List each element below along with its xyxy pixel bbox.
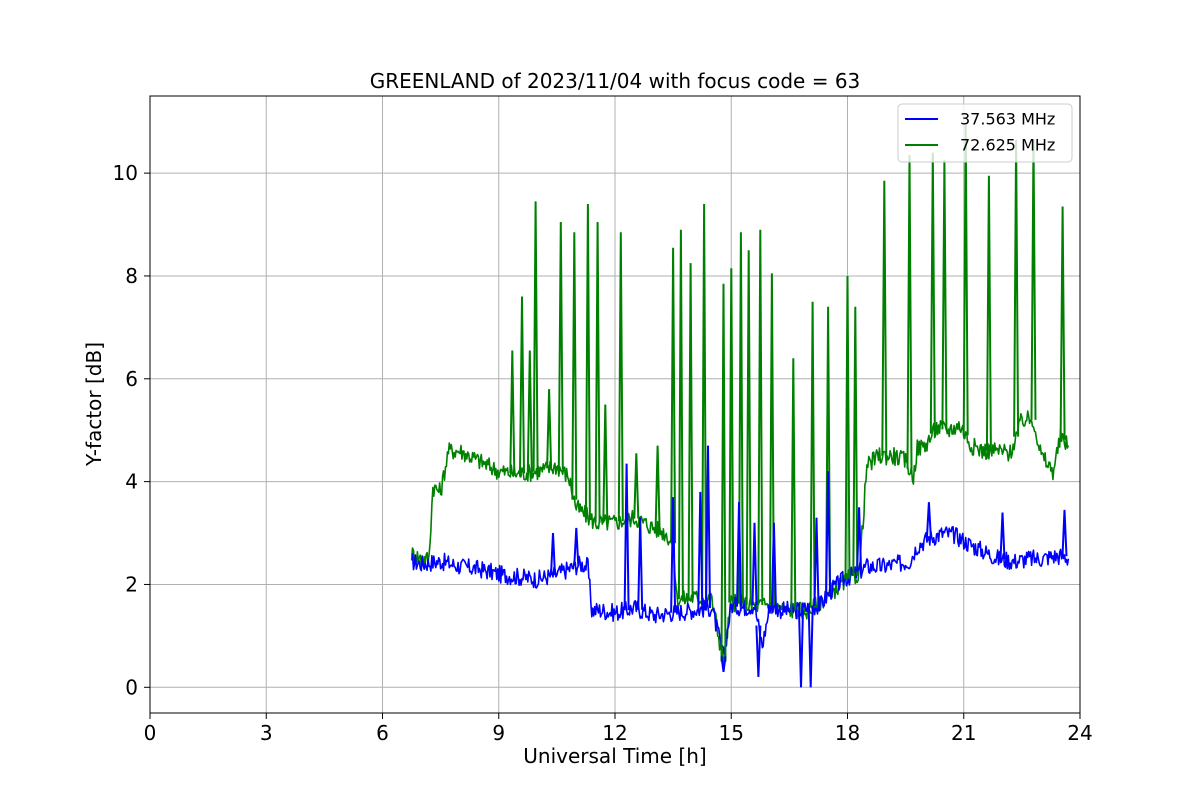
series-spike <box>720 283 727 662</box>
series-group <box>411 526 1070 656</box>
series-spike <box>519 296 525 474</box>
series-spike <box>757 229 764 606</box>
series-spike <box>670 247 677 544</box>
series-spike <box>825 471 832 595</box>
series-spike <box>807 607 814 688</box>
y-tick-label: 4 <box>125 470 138 494</box>
series-spike <box>654 445 661 530</box>
series-spike <box>705 445 711 609</box>
series-spike <box>925 502 932 539</box>
series-spike <box>509 350 516 474</box>
y-tick-label: 0 <box>125 675 138 699</box>
series-spike <box>557 221 564 470</box>
series-spike <box>701 203 708 599</box>
x-axis-label: Universal Time [h] <box>523 744 706 768</box>
legend-label-series-1: 37.563 MHz <box>960 110 1055 129</box>
x-tick-label: 3 <box>260 721 273 745</box>
series-spike <box>999 512 1006 560</box>
series-spike <box>728 268 735 603</box>
y-tick-label: 2 <box>125 572 138 596</box>
series-spike <box>813 517 820 606</box>
series-spike <box>844 275 851 580</box>
legend-frame <box>897 103 1073 163</box>
series-spike <box>571 232 578 500</box>
x-tick-label: 12 <box>602 721 627 745</box>
x-tick-label: 21 <box>951 721 976 745</box>
series-spike <box>751 522 758 606</box>
series-spike <box>755 625 762 678</box>
x-tick-label: 18 <box>835 721 860 745</box>
series-spike <box>670 497 677 613</box>
series-spike <box>852 306 859 576</box>
legend: 37.563 MHz 72.625 MHz <box>897 103 1073 163</box>
series-spike <box>736 502 742 607</box>
series-spike <box>550 532 556 576</box>
series-line <box>411 526 1070 656</box>
series-spike <box>633 453 640 519</box>
series-spike <box>623 463 630 611</box>
series-spike <box>602 404 609 523</box>
x-tick-label: 15 <box>719 721 744 745</box>
series-spike <box>687 263 694 598</box>
series-spike <box>720 656 727 673</box>
series-spike <box>737 232 744 604</box>
series-spike <box>594 221 601 523</box>
series-spike <box>584 203 591 517</box>
series-spike <box>546 389 553 469</box>
legend-label-series-2: 72.625 MHz <box>960 136 1055 155</box>
x-tick-label: 24 <box>1067 721 1092 745</box>
series-spike <box>809 301 816 608</box>
y-axis-label: Y-factor [dB] <box>82 342 106 467</box>
series-spike <box>1059 206 1066 440</box>
series-spike <box>856 507 863 572</box>
series-spike <box>617 232 624 522</box>
series-spike <box>573 527 580 566</box>
series-spike <box>532 201 539 472</box>
series-spike <box>798 610 804 688</box>
y-tick-label: 6 <box>125 367 138 391</box>
series-spike <box>637 517 644 610</box>
series-spike <box>770 522 777 607</box>
series-spike <box>745 250 752 605</box>
series-spike <box>985 175 992 451</box>
y-tick-label: 10 <box>113 161 138 185</box>
series-spike <box>697 491 704 610</box>
series-spike <box>790 358 797 611</box>
series-spike <box>768 273 775 606</box>
chart-title: GREENLAND of 2023/11/04 with focus code … <box>370 69 861 93</box>
series-spike <box>1061 509 1068 557</box>
series-spike <box>526 350 533 473</box>
series-spike <box>677 229 684 600</box>
y-tick-label: 8 <box>125 264 138 288</box>
x-tick-label: 0 <box>144 721 157 745</box>
series-spike <box>881 180 888 456</box>
x-tick-label: 9 <box>492 721 505 745</box>
x-tick-label: 6 <box>376 721 389 745</box>
